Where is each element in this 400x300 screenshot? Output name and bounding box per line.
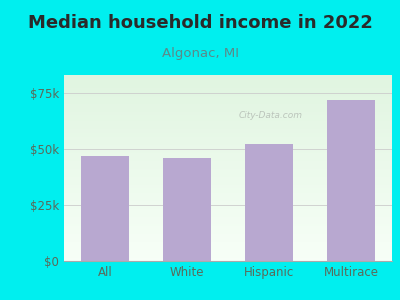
Bar <box>245 145 293 261</box>
Bar <box>327 100 375 261</box>
Bar <box>163 158 211 261</box>
Text: City-Data.com: City-Data.com <box>239 111 303 120</box>
Text: Median household income in 2022: Median household income in 2022 <box>28 14 372 32</box>
Bar <box>81 156 129 261</box>
Text: Algonac, MI: Algonac, MI <box>162 46 238 59</box>
